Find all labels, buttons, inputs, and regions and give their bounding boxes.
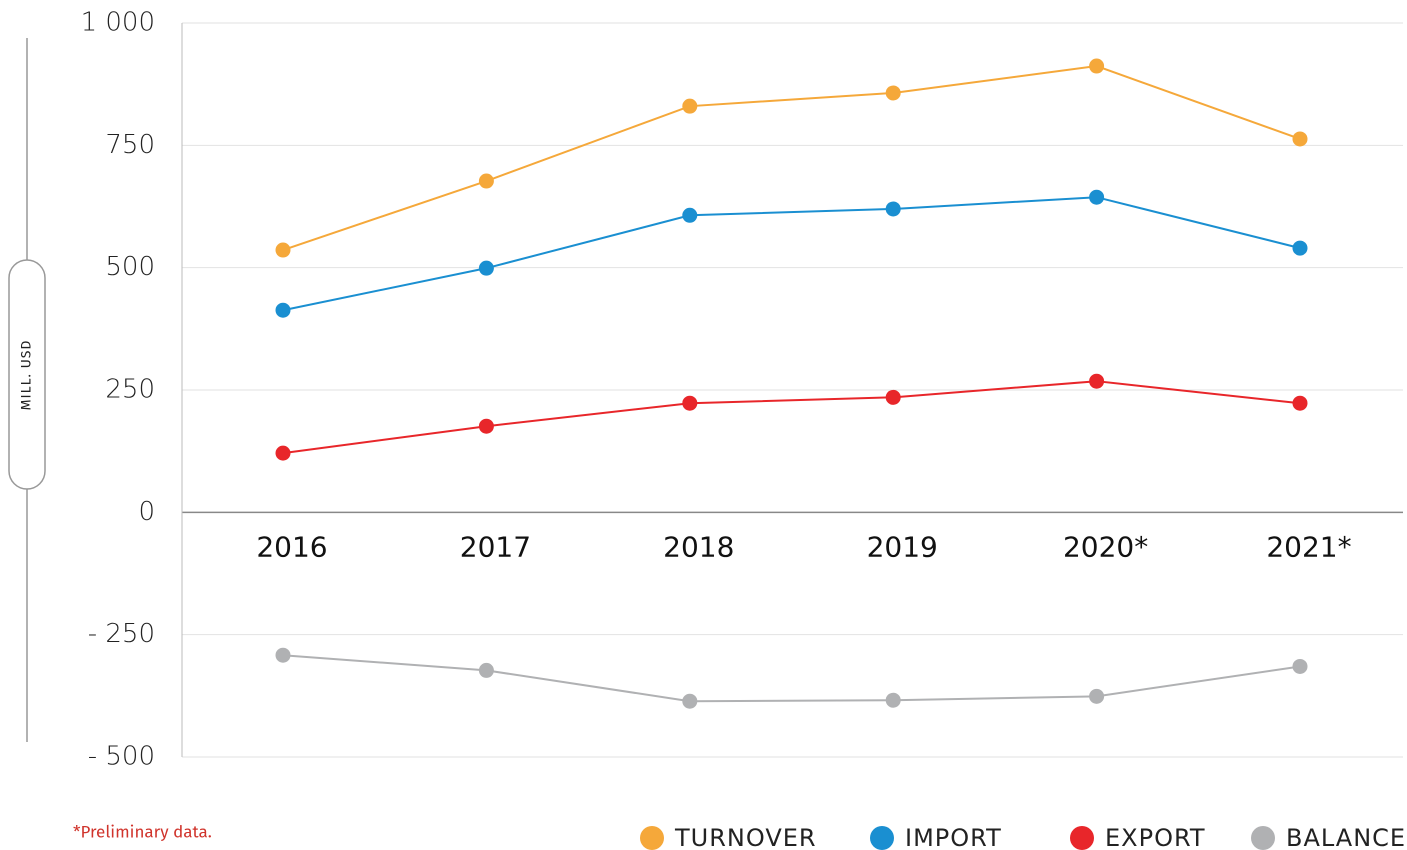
series-line	[282, 654, 1301, 703]
x-tick-label: 2017	[460, 530, 531, 563]
data-point	[275, 242, 291, 258]
legend-swatch	[1251, 826, 1275, 850]
data-point	[1089, 688, 1105, 704]
data-point	[1292, 240, 1308, 256]
data-point	[682, 395, 698, 411]
legend-swatch	[1070, 826, 1094, 850]
y-tick-label: 250	[105, 375, 155, 405]
data-point	[682, 98, 698, 114]
y-tick-label: 500	[105, 252, 155, 282]
data-point	[885, 389, 901, 405]
legend-label: IMPORT	[905, 824, 1002, 850]
footnote: *Preliminary data.	[73, 821, 212, 842]
data-point	[275, 445, 291, 461]
data-point	[1292, 395, 1308, 411]
data-point	[1089, 373, 1105, 389]
legend-swatch	[870, 826, 894, 850]
data-point	[682, 693, 698, 709]
data-point	[1089, 189, 1105, 205]
y-tick-label: 0	[138, 497, 155, 527]
data-point	[1292, 131, 1308, 147]
data-point	[478, 662, 494, 678]
series-line	[282, 196, 1301, 312]
data-point	[1292, 658, 1308, 674]
series-line	[282, 380, 1301, 455]
series-line	[282, 65, 1301, 251]
x-tick-label: 2019	[867, 530, 938, 563]
data-point	[275, 302, 291, 318]
data-point	[478, 173, 494, 189]
y-tick-label: - 250	[88, 619, 155, 649]
y-tick-label: - 500	[88, 742, 155, 772]
data-point	[478, 418, 494, 434]
data-point	[885, 692, 901, 708]
data-point	[885, 201, 901, 217]
x-tick-label: 2021*	[1266, 530, 1351, 563]
data-point	[885, 85, 901, 101]
legend-label: EXPORT	[1105, 824, 1206, 850]
legend-swatch	[640, 826, 664, 850]
data-point	[682, 207, 698, 223]
legend-label: BALANCE	[1286, 824, 1406, 850]
y-axis-label: MILL. USD	[18, 340, 35, 411]
data-point	[275, 647, 291, 663]
y-tick-label: 750	[105, 130, 155, 160]
legend-label: TURNOVER	[674, 824, 817, 850]
axis-label-pill	[8, 259, 46, 490]
x-tick-label: 2018	[663, 530, 734, 563]
x-tick-label: 2016	[256, 530, 327, 563]
data-point	[478, 260, 494, 276]
x-tick-label: 2020*	[1063, 530, 1148, 563]
data-point	[1089, 58, 1105, 74]
y-tick-label: 1 000	[81, 8, 155, 38]
